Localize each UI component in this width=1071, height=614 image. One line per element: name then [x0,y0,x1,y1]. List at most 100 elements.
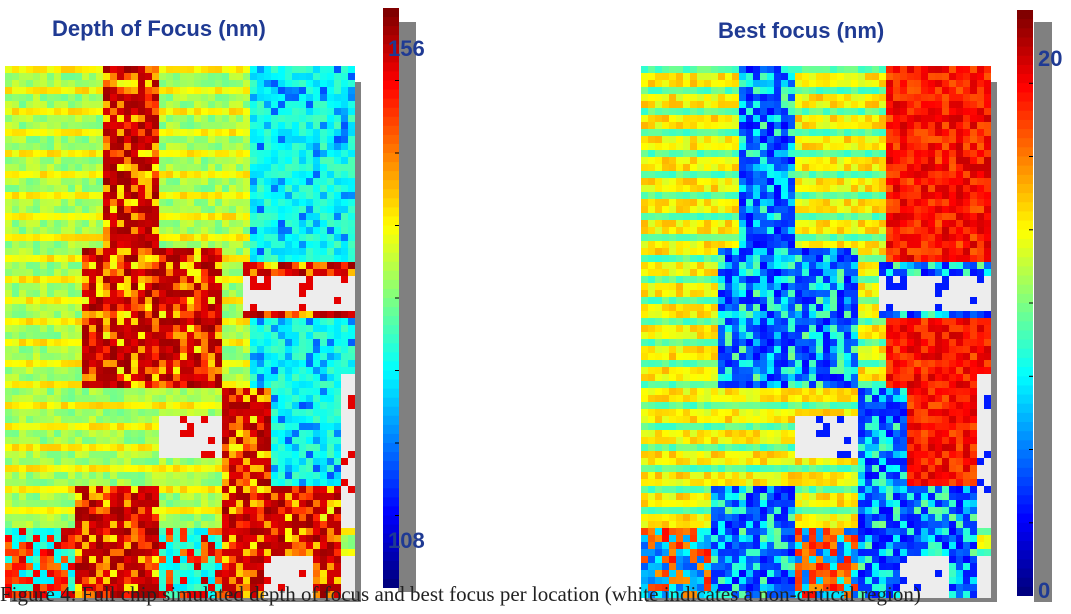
heatmap-depth-of-focus-cell [33,556,41,564]
heatmap-depth-of-focus-cell [96,94,104,102]
heatmap-best-focus-cell [963,213,971,221]
heatmap-depth-of-focus-cell [320,360,328,368]
heatmap-depth-of-focus-cell [271,507,279,515]
heatmap-depth-of-focus-cell [327,472,335,480]
heatmap-depth-of-focus-cell [124,465,132,473]
heatmap-depth-of-focus-cell [236,339,244,347]
heatmap-depth-of-focus-cell [271,283,279,291]
heatmap-depth-of-focus-cell [103,563,111,571]
heatmap-depth-of-focus-cell [341,269,349,277]
heatmap-best-focus-cell [872,73,880,81]
colorbar-depth-of-focus-segment [383,107,399,118]
heatmap-depth-of-focus-cell [54,157,62,165]
heatmap-depth-of-focus-cell [229,283,237,291]
heatmap-best-focus-cell [781,206,789,214]
heatmap-depth-of-focus-cell [180,220,188,228]
heatmap-depth-of-focus-cell [313,129,321,137]
heatmap-depth-of-focus-cell [159,87,167,95]
heatmap-depth-of-focus-cell [138,136,146,144]
heatmap-best-focus-cell [844,108,852,116]
heatmap-depth-of-focus-cell [117,73,125,81]
heatmap-best-focus-cell [746,115,754,123]
heatmap-best-focus-cell [760,143,768,151]
heatmap-depth-of-focus-cell [243,409,251,417]
heatmap-depth-of-focus-cell [68,206,76,214]
heatmap-depth-of-focus-cell [271,157,279,165]
heatmap-depth-of-focus-cell [12,220,20,228]
heatmap-best-focus-cell [935,178,943,186]
heatmap-depth-of-focus-cell [145,577,153,585]
heatmap-depth-of-focus-cell [40,367,48,375]
heatmap-depth-of-focus-cell [215,164,223,172]
heatmap-depth-of-focus-cell [68,150,76,158]
heatmap-depth-of-focus-cell [166,332,174,340]
heatmap-depth-of-focus-cell [47,486,55,494]
heatmap-depth-of-focus-cell [75,437,83,445]
heatmap-best-focus-cell [963,157,971,165]
heatmap-depth-of-focus-cell [138,304,146,312]
heatmap-depth-of-focus-cell [180,318,188,326]
heatmap-best-focus-cell [921,213,929,221]
heatmap-depth-of-focus-cell [89,521,97,529]
heatmap-depth-of-focus-cell [250,220,258,228]
heatmap-best-focus-cell [851,129,859,137]
colorbar-depth-of-focus-segment [383,225,399,236]
heatmap-depth-of-focus-cell [12,178,20,186]
heatmap-best-focus-cell [844,73,852,81]
heatmap-best-focus-cell [781,101,789,109]
heatmap-depth-of-focus-cell [138,388,146,396]
heatmap-depth-of-focus-cell [320,591,328,598]
heatmap-depth-of-focus-cell [285,80,293,88]
heatmap-depth-of-focus-cell [201,108,209,116]
heatmap-depth-of-focus-cell [89,346,97,354]
heatmap-depth-of-focus-cell [82,206,90,214]
heatmap-depth-of-focus-cell [96,451,104,459]
heatmap-best-focus-cell [921,192,929,200]
heatmap-best-focus-cell [676,87,684,95]
heatmap-depth-of-focus-cell [250,108,258,116]
heatmap-depth-of-focus-cell [257,332,265,340]
heatmap-depth-of-focus-cell [82,535,90,543]
heatmap-depth-of-focus-cell [285,101,293,109]
heatmap-depth-of-focus-cell [166,458,174,466]
heatmap-depth-of-focus-cell [222,325,230,333]
heatmap-best-focus-cell [753,178,761,186]
heatmap-best-focus-cell [711,136,719,144]
heatmap-depth-of-focus-cell [166,507,174,515]
heatmap-depth-of-focus-cell [89,381,97,389]
heatmap-depth-of-focus-cell [54,360,62,368]
heatmap-best-focus-cell [795,206,803,214]
heatmap-depth-of-focus-cell [250,311,258,319]
heatmap-best-focus-cell [830,101,838,109]
heatmap-depth-of-focus-cell [131,332,139,340]
heatmap-depth-of-focus-cell [215,500,223,508]
heatmap-best-focus-cell [781,129,789,137]
heatmap-depth-of-focus-cell [33,591,41,598]
heatmap-depth-of-focus-cell [117,325,125,333]
heatmap-best-focus-cell [676,178,684,186]
heatmap-depth-of-focus-cell [26,430,34,438]
heatmap-depth-of-focus-cell [40,94,48,102]
heatmap-depth-of-focus-cell [243,185,251,193]
heatmap-depth-of-focus-cell [194,577,202,585]
heatmap-depth-of-focus-cell [341,402,349,410]
heatmap-depth-of-focus-cell [320,122,328,130]
heatmap-depth-of-focus-cell [285,108,293,116]
heatmap-depth-of-focus-cell [124,437,132,445]
heatmap-depth-of-focus-cell [271,241,279,249]
heatmap-best-focus-cell [851,171,859,179]
heatmap-depth-of-focus-cell [334,108,342,116]
heatmap-depth-of-focus-cell [341,479,349,487]
colorbar-depth-of-focus-segment [383,62,399,73]
heatmap-depth-of-focus-cell [194,192,202,200]
heatmap-depth-of-focus-cell [75,206,83,214]
heatmap-depth-of-focus-cell [5,360,13,368]
heatmap-depth-of-focus-cell [271,374,279,382]
heatmap-best-focus-cell [781,185,789,193]
heatmap-depth-of-focus-cell [68,388,76,396]
heatmap-depth-of-focus-cell [285,73,293,81]
heatmap-depth-of-focus-cell [257,402,265,410]
heatmap-depth-of-focus-cell [278,185,286,193]
heatmap-depth-of-focus-cell [103,542,111,550]
heatmap-depth-of-focus-cell [61,416,69,424]
